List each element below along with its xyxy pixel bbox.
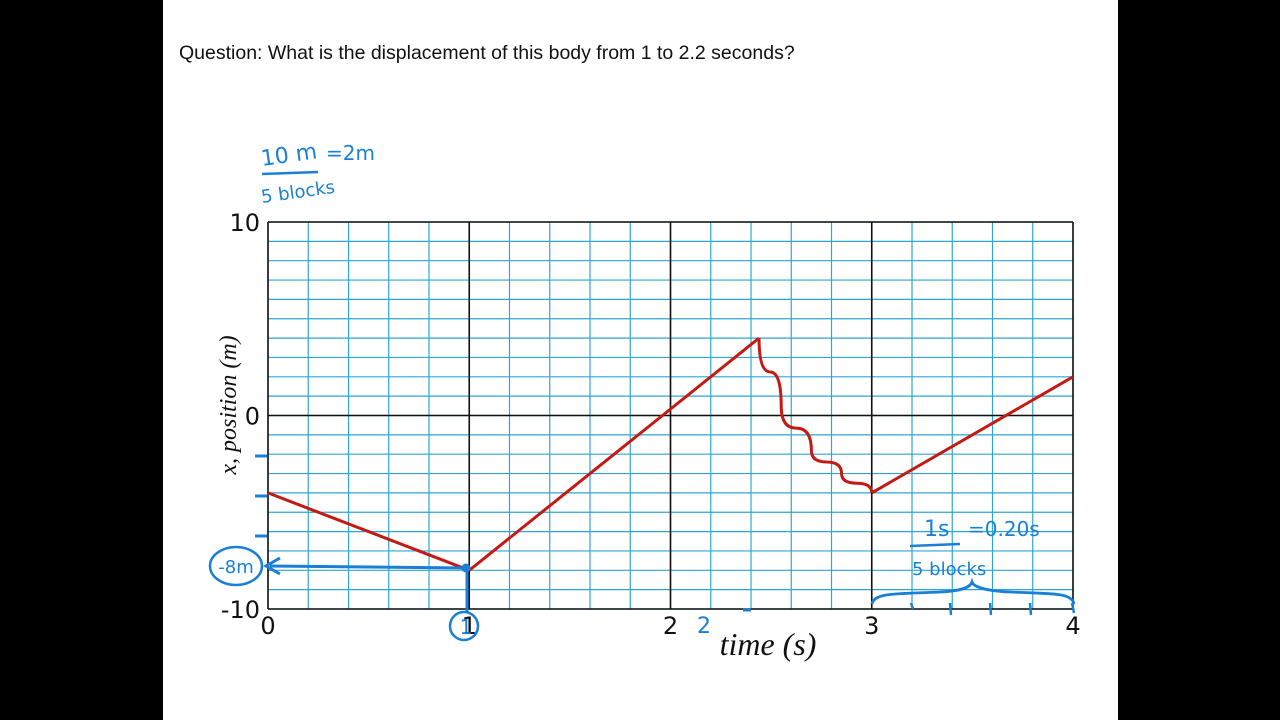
y-scale-fraction-bar <box>261 170 319 176</box>
y-tick-label: 10 <box>229 209 260 237</box>
value-arrow-head <box>262 556 281 576</box>
y-scale-result: =2m <box>326 141 375 165</box>
written-tick-label: 2 <box>697 614 711 639</box>
x-tick-label: 0 <box>260 612 275 640</box>
circled-tick-ring <box>448 610 480 642</box>
marked-value-circle <box>208 545 264 587</box>
x-scale-result: =0.20s <box>968 517 1040 541</box>
x-scale-denominator: 5 blocks <box>912 559 986 580</box>
chart-grid <box>267 221 1074 610</box>
value-arrow-line <box>269 564 467 570</box>
curve-segment <box>267 491 470 572</box>
y-scale-numerator: 10 m <box>259 139 318 172</box>
x-scale-fraction-bar <box>909 542 961 548</box>
y-tick-dashes <box>255 454 267 538</box>
x-scale-numerator: 1s <box>924 517 949 542</box>
x-tick-label: 4 <box>1065 612 1080 640</box>
y-tick-label: -10 <box>221 596 260 624</box>
circled-tick-label: 1 <box>460 615 473 639</box>
x-axis-label: time (s) <box>720 626 817 662</box>
y-scale-denominator: 5 blocks <box>260 177 337 208</box>
slide-page: Question: What is the displacement of th… <box>163 0 1118 720</box>
question-text: Question: What is the displacement of th… <box>179 42 795 64</box>
interval-brace <box>870 577 1076 605</box>
marked-value: -8m <box>218 557 253 578</box>
y-axis-label: x, position (m) <box>216 335 242 475</box>
curve-segment <box>468 336 760 572</box>
position-curve <box>267 336 1074 572</box>
curve-segment <box>757 338 874 494</box>
point-marker <box>461 563 471 573</box>
curve-segment <box>871 375 1074 495</box>
x-tick-label: 2 <box>663 612 678 640</box>
axis-labels: time (s) x, position (m) <box>216 335 816 662</box>
y-tick-label: 0 <box>245 403 260 431</box>
x-tick-label: 3 <box>864 612 879 640</box>
brace-ticks <box>909 602 1076 616</box>
x-tick-label: 1 <box>462 612 477 640</box>
handwritten-annotations: 10 m 5 blocks =2m -8m 1 2 1s 5 blocks =0… <box>208 139 1076 642</box>
